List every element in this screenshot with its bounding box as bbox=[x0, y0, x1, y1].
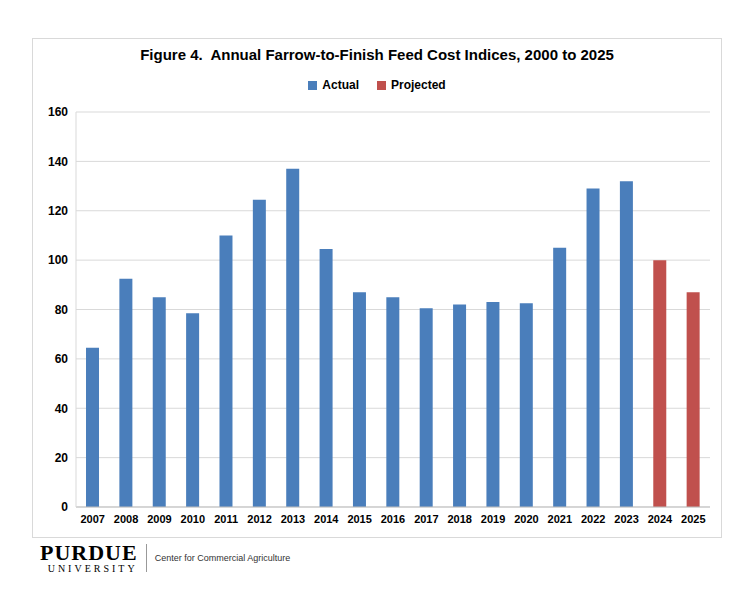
svg-text:2010: 2010 bbox=[181, 513, 205, 525]
svg-text:2011: 2011 bbox=[214, 513, 238, 525]
svg-text:40: 40 bbox=[55, 402, 69, 416]
svg-text:2019: 2019 bbox=[481, 513, 505, 525]
svg-text:2018: 2018 bbox=[447, 513, 471, 525]
html-text:Projected: Projected bbox=[391, 78, 446, 92]
svg-text:2023: 2023 bbox=[614, 513, 638, 525]
svg-text:2022: 2022 bbox=[581, 513, 605, 525]
svg-text:2021: 2021 bbox=[548, 513, 572, 525]
svg-text:100: 100 bbox=[48, 253, 68, 267]
svg-text:2016: 2016 bbox=[381, 513, 405, 525]
html-text:Actual: Actual bbox=[322, 78, 359, 92]
svg-text:140: 140 bbox=[48, 155, 68, 169]
svg-text:2020: 2020 bbox=[514, 513, 538, 525]
svg-text:20: 20 bbox=[55, 451, 69, 465]
svg-text:2007: 2007 bbox=[80, 513, 104, 525]
svg-text:120: 120 bbox=[48, 204, 68, 218]
svg-text:2025: 2025 bbox=[681, 513, 705, 525]
svg-text:2015: 2015 bbox=[347, 513, 371, 525]
svg-text:0: 0 bbox=[61, 500, 68, 514]
html-text:Center for Commercial Agricult: Center for Commercial Agriculture bbox=[154, 553, 291, 563]
html-text:UNIVERSITY: UNIVERSITY bbox=[47, 563, 138, 574]
svg-text:2013: 2013 bbox=[281, 513, 305, 525]
html-text:PURDUE: PURDUE bbox=[40, 540, 138, 565]
svg-text:2009: 2009 bbox=[147, 513, 171, 525]
svg-text:2017: 2017 bbox=[414, 513, 438, 525]
svg-text:2024: 2024 bbox=[648, 513, 673, 525]
svg-text:80: 80 bbox=[55, 303, 69, 317]
svg-text:2014: 2014 bbox=[314, 513, 339, 525]
svg-text:160: 160 bbox=[48, 105, 68, 119]
html-text:Figure 4. Annual Farrow-to-Fin: Figure 4. Annual Farrow-to-Finish Feed C… bbox=[140, 46, 614, 63]
svg-text:2012: 2012 bbox=[247, 513, 271, 525]
svg-text:60: 60 bbox=[55, 352, 69, 366]
svg-text:2008: 2008 bbox=[114, 513, 138, 525]
